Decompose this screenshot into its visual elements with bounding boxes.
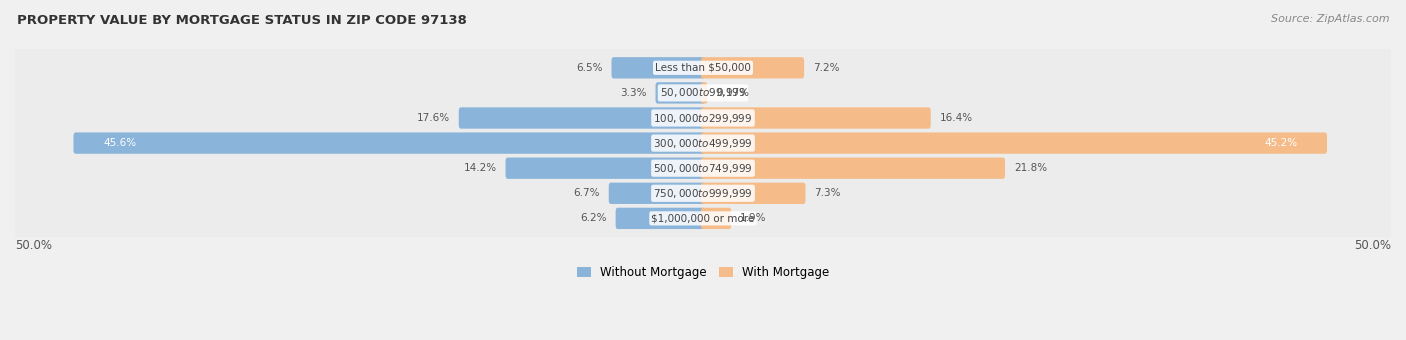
FancyBboxPatch shape (4, 148, 1402, 188)
Legend: Without Mortgage, With Mortgage: Without Mortgage, With Mortgage (572, 261, 834, 284)
FancyBboxPatch shape (4, 48, 1402, 88)
Text: 6.2%: 6.2% (581, 214, 606, 223)
Text: 6.7%: 6.7% (574, 188, 600, 198)
Text: 16.4%: 16.4% (939, 113, 973, 123)
FancyBboxPatch shape (4, 123, 1402, 163)
FancyBboxPatch shape (612, 57, 704, 79)
Text: $1,000,000 or more: $1,000,000 or more (651, 214, 755, 223)
Text: 14.2%: 14.2% (464, 163, 496, 173)
Text: 50.0%: 50.0% (15, 239, 52, 252)
Text: $500,000 to $749,999: $500,000 to $749,999 (654, 162, 752, 175)
FancyBboxPatch shape (702, 82, 707, 104)
FancyBboxPatch shape (702, 107, 931, 129)
Text: $100,000 to $299,999: $100,000 to $299,999 (654, 112, 752, 124)
FancyBboxPatch shape (609, 183, 704, 204)
Text: 0.17%: 0.17% (716, 88, 749, 98)
Text: 7.2%: 7.2% (813, 63, 839, 73)
Text: 1.9%: 1.9% (740, 214, 766, 223)
FancyBboxPatch shape (616, 208, 704, 229)
FancyBboxPatch shape (702, 133, 1327, 154)
FancyBboxPatch shape (655, 82, 704, 104)
Text: 6.5%: 6.5% (576, 63, 603, 73)
FancyBboxPatch shape (4, 173, 1402, 214)
FancyBboxPatch shape (506, 157, 704, 179)
FancyBboxPatch shape (73, 133, 704, 154)
Text: Source: ZipAtlas.com: Source: ZipAtlas.com (1271, 14, 1389, 23)
FancyBboxPatch shape (4, 73, 1402, 113)
Text: $750,000 to $999,999: $750,000 to $999,999 (654, 187, 752, 200)
Text: 45.6%: 45.6% (103, 138, 136, 148)
Text: $300,000 to $499,999: $300,000 to $499,999 (654, 137, 752, 150)
FancyBboxPatch shape (702, 183, 806, 204)
FancyBboxPatch shape (458, 107, 704, 129)
Text: $50,000 to $99,999: $50,000 to $99,999 (659, 86, 747, 99)
FancyBboxPatch shape (702, 57, 804, 79)
Text: 50.0%: 50.0% (1354, 239, 1391, 252)
Text: 21.8%: 21.8% (1014, 163, 1047, 173)
Text: 7.3%: 7.3% (814, 188, 841, 198)
FancyBboxPatch shape (702, 208, 731, 229)
Text: PROPERTY VALUE BY MORTGAGE STATUS IN ZIP CODE 97138: PROPERTY VALUE BY MORTGAGE STATUS IN ZIP… (17, 14, 467, 27)
Text: 17.6%: 17.6% (416, 113, 450, 123)
FancyBboxPatch shape (4, 98, 1402, 138)
FancyBboxPatch shape (4, 198, 1402, 238)
Text: 45.2%: 45.2% (1264, 138, 1298, 148)
Text: Less than $50,000: Less than $50,000 (655, 63, 751, 73)
Text: 3.3%: 3.3% (620, 88, 647, 98)
FancyBboxPatch shape (702, 157, 1005, 179)
